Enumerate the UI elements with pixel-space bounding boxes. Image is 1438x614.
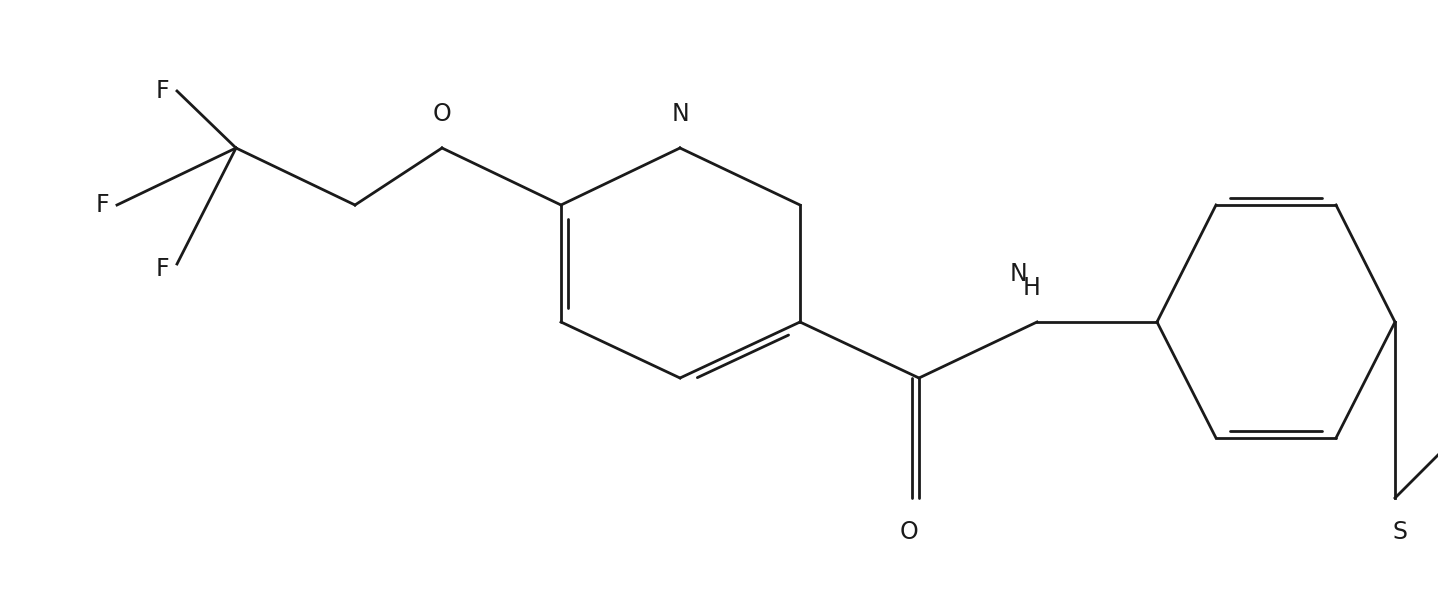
Text: H: H xyxy=(1022,276,1041,300)
Text: O: O xyxy=(900,520,919,544)
Text: F: F xyxy=(155,257,170,281)
Text: S: S xyxy=(1392,520,1408,544)
Text: N: N xyxy=(1009,262,1028,286)
Text: F: F xyxy=(95,193,109,217)
Text: F: F xyxy=(155,79,170,103)
Text: N: N xyxy=(672,102,689,126)
Text: O: O xyxy=(433,102,452,126)
